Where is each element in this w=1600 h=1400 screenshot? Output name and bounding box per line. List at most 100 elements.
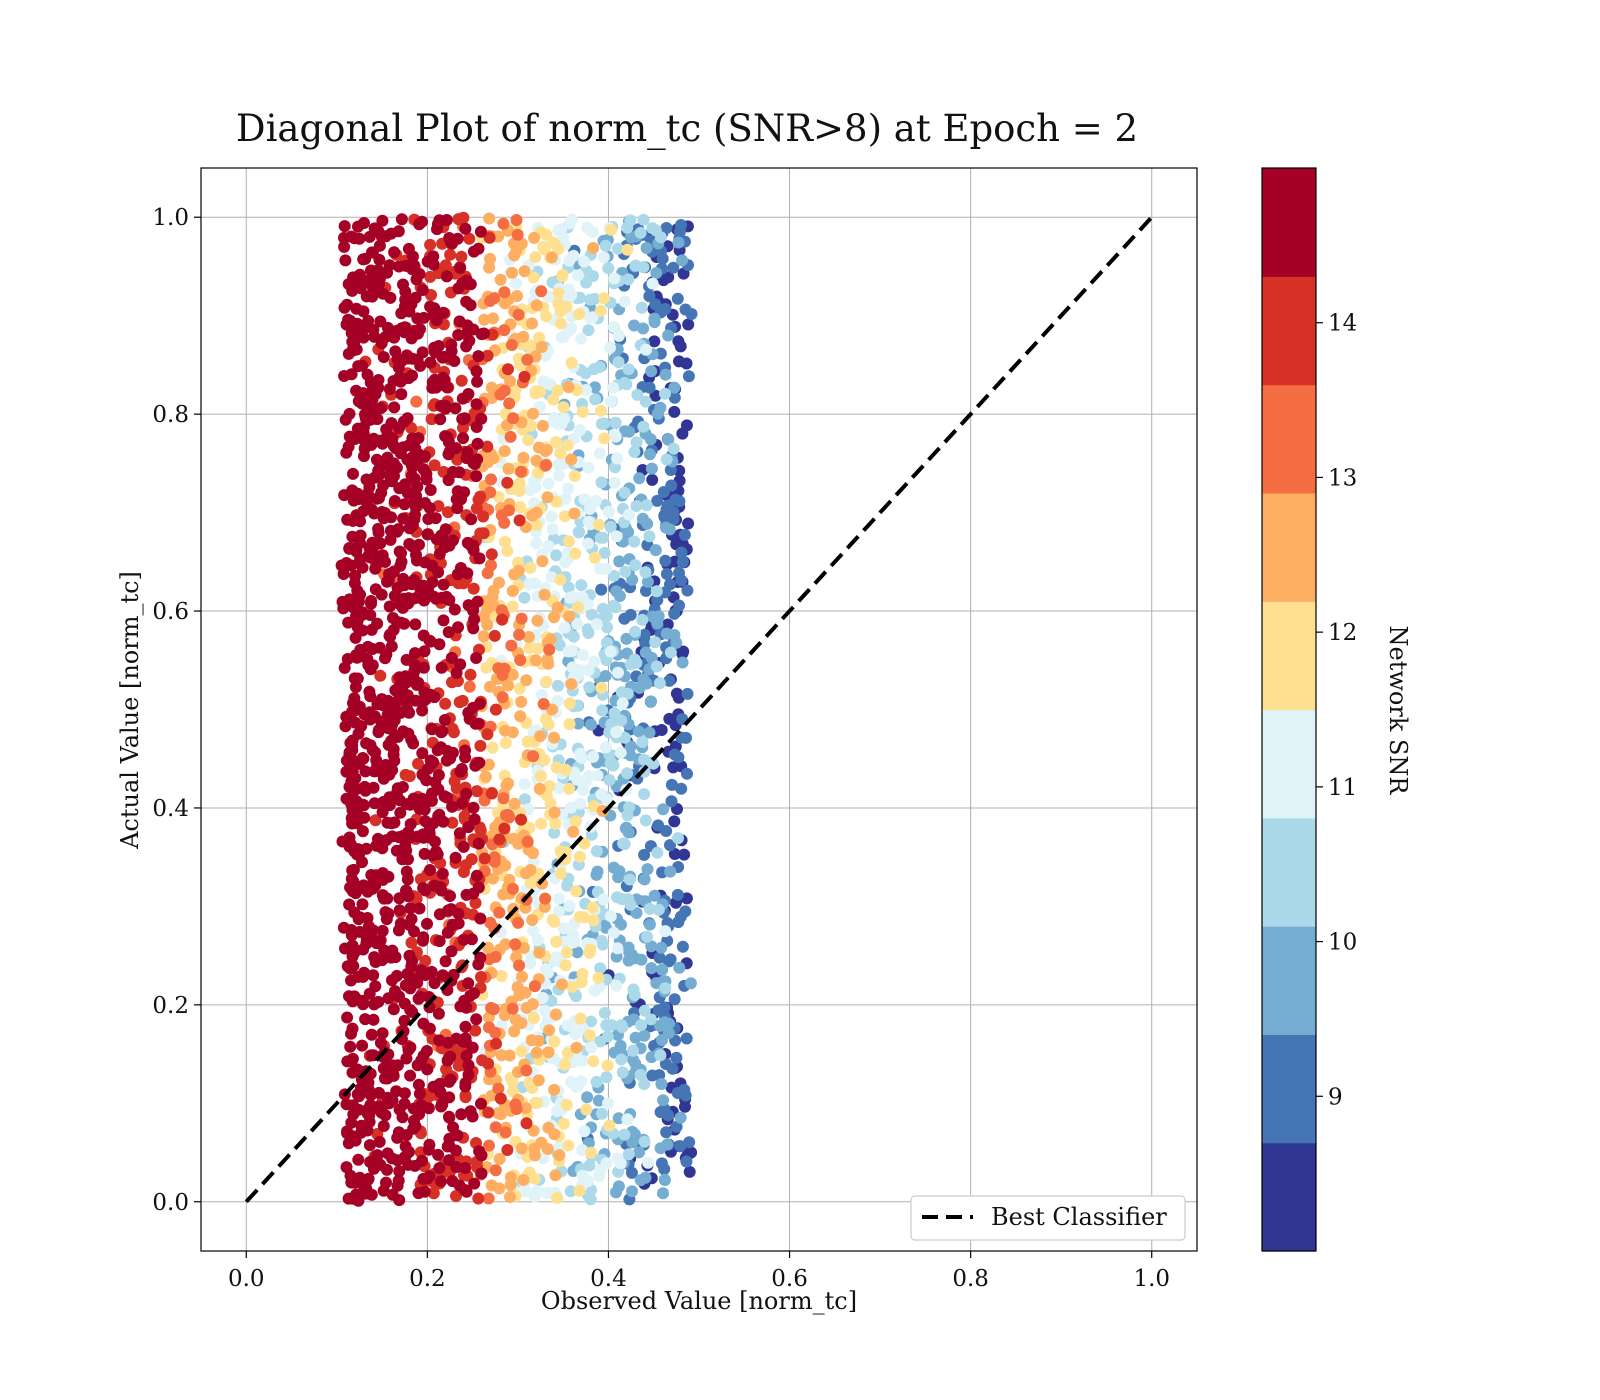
scatter-point: [401, 873, 414, 886]
scatter-point: [637, 420, 650, 433]
scatter-point: [671, 292, 684, 305]
scatter-point: [472, 1192, 485, 1205]
scatter-point: [492, 1082, 505, 1095]
scatter-point: [365, 264, 377, 277]
scatter-point: [638, 873, 651, 886]
scatter-point: [368, 330, 381, 343]
scatter-point: [559, 556, 572, 569]
scatter-point: [505, 639, 518, 652]
scatter-point: [676, 254, 689, 267]
scatter-point: [682, 318, 695, 331]
scatter-point: [439, 955, 452, 968]
scatter-point: [457, 432, 469, 445]
scatter-point: [668, 381, 681, 394]
chart-title: Diagonal Plot of norm_tc (SNR>8) at Epoc…: [236, 107, 1138, 151]
scatter-point: [576, 405, 589, 418]
scatter-point: [632, 725, 645, 738]
y-tick-label: 1.0: [152, 205, 189, 231]
scatter-point: [587, 242, 600, 254]
scatter-point: [426, 723, 438, 736]
scatter-point: [551, 417, 564, 430]
scatter-point: [515, 465, 527, 478]
scatter-point: [386, 1152, 398, 1165]
scatter-point: [595, 681, 608, 694]
scatter-point: [495, 604, 508, 617]
scatter-point: [410, 395, 423, 408]
scatter-point: [493, 1182, 506, 1195]
scatter-point: [581, 598, 594, 611]
scatter-point: [629, 1031, 642, 1044]
scatter-point: [498, 445, 511, 458]
scatter-point: [571, 618, 584, 630]
scatter-point: [563, 899, 576, 912]
scatter-point: [401, 453, 414, 466]
scatter-point: [513, 628, 526, 641]
colorbar-tick-label: 14: [1328, 311, 1357, 337]
scatter-point: [663, 1017, 675, 1030]
scatter-point: [444, 890, 456, 902]
scatter-point: [412, 757, 424, 770]
scatter-point: [639, 637, 652, 649]
scatter-point: [400, 298, 413, 311]
scatter-point: [618, 376, 631, 389]
scatter-point: [518, 591, 531, 604]
scatter-point: [506, 266, 518, 279]
scatter-point: [484, 680, 496, 693]
scatter-point: [551, 384, 564, 397]
scatter-point: [419, 884, 432, 897]
scatter-point: [547, 236, 560, 249]
scatter-point: [375, 1101, 388, 1114]
scatter-point: [351, 615, 364, 628]
scatter-point: [426, 787, 438, 800]
scatter-point: [376, 287, 389, 300]
scatter-point: [624, 740, 637, 753]
scatter-point: [658, 511, 671, 524]
scatter-point: [413, 538, 425, 551]
scatter-point: [634, 1068, 647, 1081]
scatter-point: [384, 524, 397, 537]
scatter-point: [595, 417, 608, 430]
x-tick-label: 0.8: [952, 1266, 989, 1292]
scatter-point: [360, 413, 373, 426]
scatter-point: [423, 1022, 436, 1035]
scatter-point: [473, 697, 486, 710]
scatter-point: [667, 761, 680, 774]
scatter-point: [645, 462, 658, 475]
scatter-point: [460, 787, 473, 800]
scatter-point: [443, 1110, 455, 1123]
scatter-point: [475, 1167, 488, 1180]
scatter-point: [478, 852, 491, 865]
scatter-point: [577, 784, 590, 796]
scatter-point: [395, 555, 408, 568]
scatter-point: [398, 1097, 411, 1110]
scatter-point: [612, 666, 624, 679]
scatter-point: [584, 943, 597, 956]
scatter-point: [365, 869, 378, 881]
scatter-point: [563, 782, 576, 795]
scatter-point: [598, 432, 611, 445]
scatter-point: [408, 513, 421, 526]
scatter-point: [604, 520, 617, 533]
scatter-point: [518, 265, 531, 278]
scatter-point: [548, 611, 560, 624]
scatter-point: [416, 934, 429, 947]
scatter-point: [616, 697, 629, 710]
scatter-point: [372, 832, 384, 845]
scatter-point: [470, 1013, 483, 1026]
scatter-point: [358, 217, 370, 229]
scatter-point: [445, 903, 458, 916]
scatter-point: [422, 1143, 435, 1156]
scatter-point: [468, 458, 481, 471]
scatter-point: [510, 214, 523, 226]
scatter-point: [388, 495, 401, 507]
scatter-point: [369, 538, 382, 551]
scatter-point: [488, 292, 501, 305]
scatter-points: [335, 211, 698, 1207]
scatter-point: [593, 1170, 606, 1183]
scatter-point: [639, 566, 652, 579]
scatter-point: [449, 442, 462, 455]
scatter-point: [390, 787, 403, 800]
scatter-point: [462, 1059, 475, 1072]
scatter-point: [432, 566, 445, 579]
scatter-point: [343, 898, 356, 911]
